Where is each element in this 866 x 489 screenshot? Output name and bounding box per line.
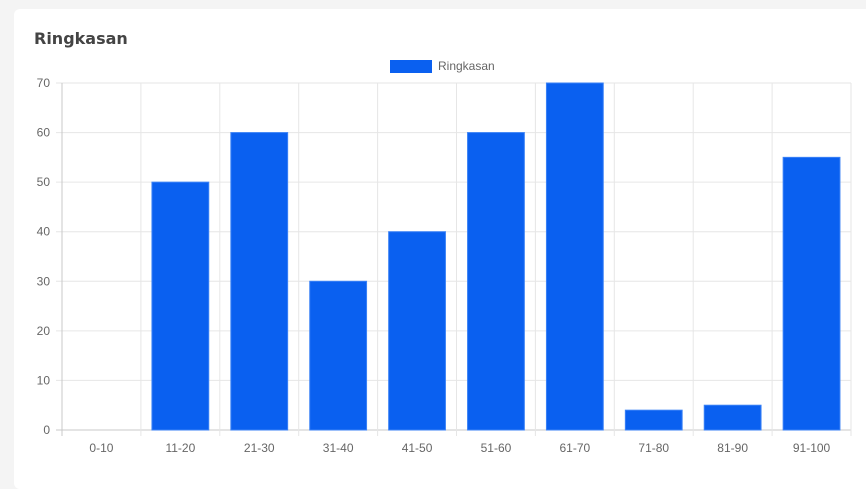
bar-51-60	[467, 132, 525, 431]
x-tick-label: 61-70	[559, 441, 590, 455]
bar-21-30	[230, 132, 289, 431]
x-tick-label: 51-60	[481, 441, 512, 455]
y-tick-label: 20	[37, 324, 51, 338]
y-tick-label: 0	[43, 423, 50, 437]
x-tick-label: 91-100	[793, 441, 831, 455]
bar-chart: 0 10 20 30 40 50 60 70 0-10 11-20 21-30 31-40 41-50…	[37, 59, 852, 455]
bar-41-50	[388, 231, 446, 431]
x-tick-label: 0-10	[89, 441, 113, 455]
y-tick-label: 40	[37, 225, 51, 239]
bar-61-70	[545, 82, 604, 431]
bar-11-20	[151, 181, 210, 431]
bar-81-90	[703, 404, 762, 431]
x-tick-label: 31-40	[323, 441, 354, 455]
bar-series	[151, 82, 841, 431]
card-title: Ringkasan	[34, 29, 128, 48]
legend-swatch	[390, 60, 432, 73]
x-axis-ticks: 0-10 11-20 21-30 31-40 41-50 51-60 61-70 71-80 8…	[89, 441, 830, 455]
bar-31-40	[309, 280, 368, 431]
x-tick-label: 71-80	[638, 441, 669, 455]
x-tick-label: 81-90	[717, 441, 748, 455]
y-tick-label: 60	[37, 126, 51, 140]
y-tick-label: 50	[37, 175, 51, 189]
bar-91-100	[782, 156, 841, 431]
y-tick-label: 30	[37, 274, 51, 288]
x-tick-label: 41-50	[402, 441, 433, 455]
y-axis-ticks: 0 10 20 30 40 50 60 70	[37, 76, 51, 437]
bar-71-80	[624, 409, 683, 431]
chart-legend[interactable]: Ringkasan	[390, 59, 495, 73]
x-tick-label: 21-30	[244, 441, 275, 455]
x-tick-label: 11-20	[165, 441, 195, 455]
y-tick-label: 70	[37, 76, 51, 90]
legend-label: Ringkasan	[438, 59, 495, 73]
y-tick-label: 10	[37, 373, 51, 387]
